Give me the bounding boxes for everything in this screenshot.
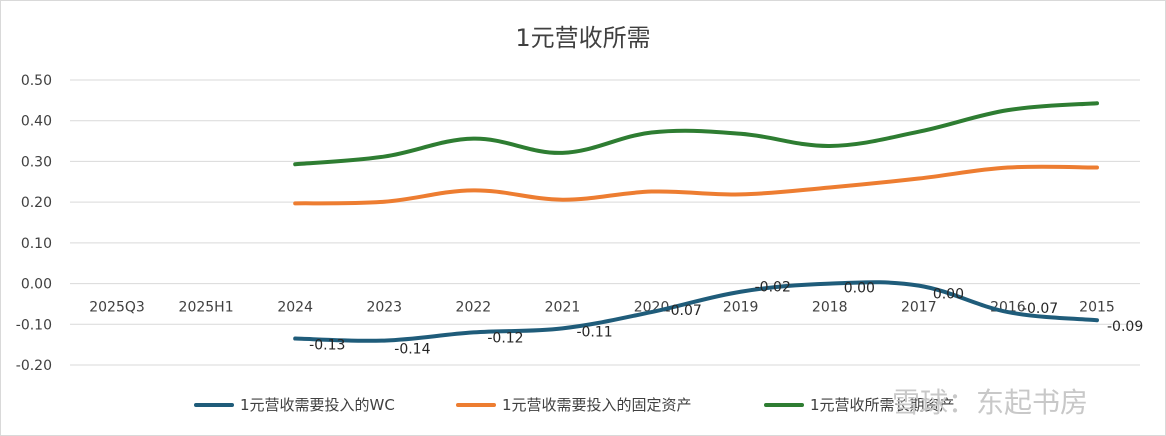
data-label: -0.07 xyxy=(666,303,702,319)
legend-label: 1元营收需要投入的WC xyxy=(240,396,395,414)
chart-title: 1元营收所需 xyxy=(515,24,650,52)
data-label: -0.12 xyxy=(487,330,523,346)
y-tick-label: 0.20 xyxy=(21,195,52,211)
series-line xyxy=(293,101,1099,167)
x-tick-label: 2015 xyxy=(1079,300,1115,316)
watermark: 雪球：东起书房 xyxy=(892,386,1088,419)
legend-label: 1元营收需要投入的固定资产 xyxy=(502,396,692,414)
data-label: -0.14 xyxy=(394,342,430,358)
legend: 1元营收需要投入的WC 1元营收需要投入的固定资产 1元营收所需长期资产 xyxy=(194,396,955,414)
data-label: -0.02 xyxy=(755,280,791,296)
data-label: 0.00 xyxy=(933,287,964,303)
x-tick-label: 2017 xyxy=(901,300,937,316)
data-label: -0.09 xyxy=(1107,319,1143,335)
x-tick-label: 2025H1 xyxy=(179,300,234,316)
x-tick-label: 2021 xyxy=(545,300,581,316)
series-lines xyxy=(293,101,1099,343)
x-tick-label: 2023 xyxy=(366,300,402,316)
y-tick-label: 0.30 xyxy=(21,154,52,170)
y-tick-label: 0.40 xyxy=(21,114,52,130)
data-label: -0.07 xyxy=(1022,301,1058,317)
data-label: -0.13 xyxy=(309,338,345,354)
data-labels: -0.13 -0.14 -0.12 -0.11 -0.07 -0.02 0.00 0.00 -0… xyxy=(309,280,1143,358)
y-tick-label: 0.10 xyxy=(21,236,52,252)
y-tick-label: 0.00 xyxy=(21,277,52,293)
y-tick-label: 0.50 xyxy=(21,73,52,89)
y-tick-label: -0.20 xyxy=(16,358,52,374)
legend-label: 1元营收所需长期资产 xyxy=(810,396,955,414)
series-line xyxy=(293,164,1099,206)
x-tick-label: 2018 xyxy=(812,300,848,316)
x-axis-tick-labels: 2025Q3 2025H1 2024 2023 2022 2021 2020 2019 2018… xyxy=(89,300,1115,316)
x-tick-label: 2025Q3 xyxy=(89,300,145,316)
y-tick-label: -0.10 xyxy=(16,317,52,333)
gridlines xyxy=(70,79,1140,366)
x-tick-label: 2022 xyxy=(456,300,492,316)
data-label: -0.11 xyxy=(576,324,612,340)
data-label: 0.00 xyxy=(844,281,875,297)
series-line xyxy=(293,280,1099,343)
y-axis-tick-labels: 0.50 0.40 0.30 0.20 0.10 0.00 -0.10 -0.20 xyxy=(16,73,52,374)
x-tick-label: 2019 xyxy=(723,300,759,316)
x-tick-label: 2024 xyxy=(277,300,313,316)
